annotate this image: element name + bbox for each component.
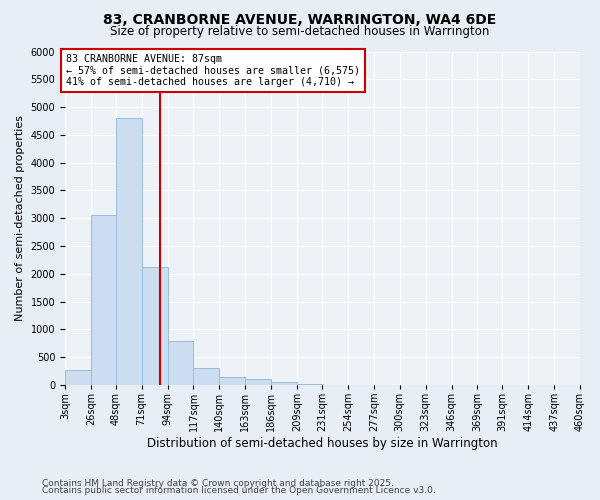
Bar (142, 266, 167, 385)
Bar (65, 370, 91, 385)
Text: Contains public sector information licensed under the Open Government Licence v3: Contains public sector information licen… (42, 486, 436, 495)
Text: Contains HM Land Registry data © Crown copyright and database right 2025.: Contains HM Land Registry data © Crown c… (42, 478, 394, 488)
Bar (91, 216, 117, 385)
Bar (271, 382, 297, 385)
Bar (116, 118, 142, 385)
Text: Size of property relative to semi-detached houses in Warrington: Size of property relative to semi-detach… (110, 25, 490, 38)
Text: 83 CRANBORNE AVENUE: 87sqm
← 57% of semi-detached houses are smaller (6,575)
41%: 83 CRANBORNE AVENUE: 87sqm ← 57% of semi… (66, 54, 360, 88)
Bar (220, 376, 245, 385)
Bar (167, 340, 193, 385)
X-axis label: Distribution of semi-detached houses by size in Warrington: Distribution of semi-detached houses by … (147, 437, 498, 450)
Y-axis label: Number of semi-detached properties: Number of semi-detached properties (15, 116, 25, 322)
Bar (297, 384, 323, 385)
Bar (245, 380, 271, 385)
Bar (193, 368, 220, 385)
Text: 83, CRANBORNE AVENUE, WARRINGTON, WA4 6DE: 83, CRANBORNE AVENUE, WARRINGTON, WA4 6D… (103, 12, 497, 26)
